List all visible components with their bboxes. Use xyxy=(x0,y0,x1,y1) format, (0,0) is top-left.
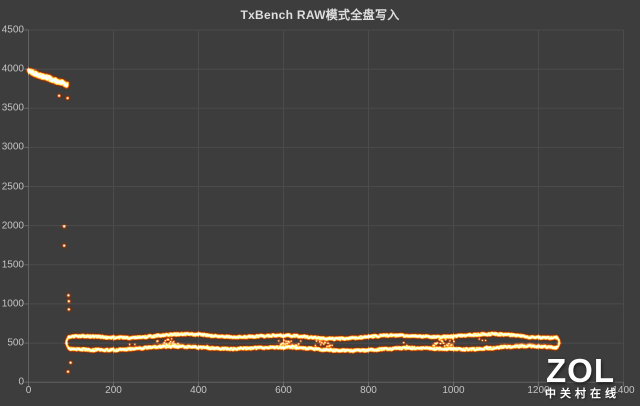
y-axis-tick-label: 1500 xyxy=(1,259,24,271)
y-axis-tick-label: 2500 xyxy=(1,181,24,193)
x-axis-tick-label: 1000 xyxy=(442,385,465,396)
x-axis-tick-label: 1400 xyxy=(612,385,635,396)
y-axis-tick-label: 4000 xyxy=(1,63,24,75)
zol-site-name: 中关村在线 xyxy=(545,388,620,400)
y-axis-tick-label: 4500 xyxy=(1,24,24,36)
x-axis-tick-label: 400 xyxy=(190,385,207,396)
x-axis-tick-label: 600 xyxy=(275,385,292,396)
x-axis-tick-label: 800 xyxy=(360,385,377,396)
chart-title: TxBench RAW模式全盘写入 xyxy=(240,8,400,22)
zol-logo: ZOL xyxy=(546,352,615,389)
x-axis-tick-label: 200 xyxy=(105,385,122,396)
zol-watermark: ZOL 中关村在线 xyxy=(541,354,620,400)
x-axis-tick-label: 0 xyxy=(25,385,32,396)
y-axis-tick-label: 1000 xyxy=(1,298,24,310)
y-axis-tick-label: 3500 xyxy=(1,102,24,114)
y-axis-tick-label: 500 xyxy=(7,337,24,349)
y-axis-tick-label: 2000 xyxy=(1,220,24,232)
y-axis-tick-label: 0 xyxy=(18,376,24,388)
y-axis-tick-label: 3000 xyxy=(1,141,24,153)
x-axis-tick-label: 1200 xyxy=(527,385,550,396)
